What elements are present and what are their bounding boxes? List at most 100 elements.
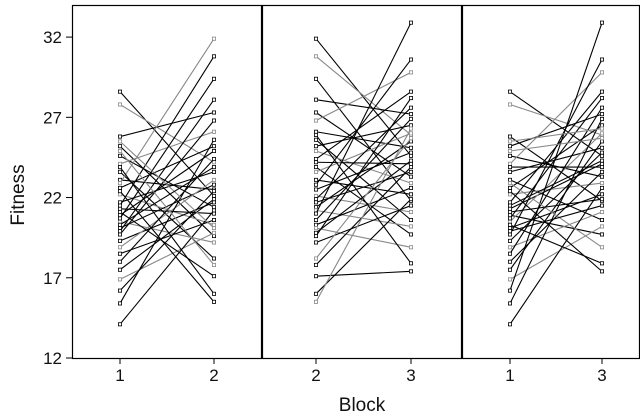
data-point (118, 189, 123, 194)
series-line (509, 182, 603, 248)
data-point (408, 105, 413, 110)
data-point (408, 20, 413, 25)
data-point (211, 118, 216, 123)
series-line (509, 190, 603, 272)
data-point (118, 185, 123, 190)
data-point (118, 238, 123, 243)
data-point (211, 137, 216, 142)
series-line (119, 171, 215, 259)
series-line (315, 195, 412, 213)
x-tick-label: 2 (311, 366, 320, 385)
data-point (408, 158, 413, 163)
series-line (509, 128, 603, 142)
series-line (315, 198, 412, 295)
series-line (315, 91, 412, 160)
data-point (408, 123, 413, 128)
data-point (118, 251, 123, 256)
data-point (313, 226, 318, 231)
data-point (600, 96, 605, 101)
data-point (211, 165, 216, 170)
series-line (119, 111, 215, 138)
data-point (600, 224, 605, 229)
data-point (118, 229, 123, 234)
data-point (211, 205, 216, 210)
data-point (507, 277, 512, 282)
data-point (600, 269, 605, 274)
data-point (118, 89, 123, 94)
data-point (600, 192, 605, 197)
data-point (313, 274, 318, 279)
data-point (211, 129, 216, 134)
data-point (408, 57, 413, 62)
data-point (600, 209, 605, 214)
data-point (313, 97, 318, 102)
data-point (313, 54, 318, 59)
data-point (313, 36, 318, 41)
data-point (211, 189, 216, 194)
data-point (507, 222, 512, 227)
data-point (211, 262, 216, 267)
data-point (600, 158, 605, 163)
series-line (509, 147, 603, 173)
data-point (313, 234, 318, 239)
data-point (507, 245, 512, 250)
series-line (509, 137, 603, 152)
data-point (118, 169, 123, 174)
data-point (118, 153, 123, 158)
data-point (211, 54, 216, 59)
data-point (507, 149, 512, 154)
series-line (119, 145, 215, 237)
data-point (313, 129, 318, 134)
data-point (313, 132, 318, 137)
data-point (408, 269, 413, 274)
series-line (509, 22, 603, 291)
series-line (119, 179, 215, 248)
data-point (408, 185, 413, 190)
data-point (507, 134, 512, 139)
data-point (408, 169, 413, 174)
data-point (600, 126, 605, 131)
x-tick-label: 2 (209, 366, 218, 385)
series-line (315, 140, 412, 208)
data-point (313, 149, 318, 154)
data-point (507, 189, 512, 194)
data-point (507, 288, 512, 293)
data-point (408, 197, 413, 202)
series-line (119, 140, 215, 229)
data-point (118, 232, 123, 237)
series-line (119, 38, 215, 184)
data-point (313, 144, 318, 149)
data-point (118, 216, 123, 221)
series-line (509, 136, 603, 202)
series-line (119, 166, 215, 295)
data-point (313, 76, 318, 81)
series-line (119, 184, 215, 229)
data-point (507, 181, 512, 186)
data-point (211, 193, 216, 198)
data-point (118, 139, 123, 144)
data-point (408, 218, 413, 223)
data-point (507, 301, 512, 306)
series-line (119, 219, 215, 255)
data-point (211, 36, 216, 41)
data-point (408, 165, 413, 170)
data-point (211, 177, 216, 182)
data-point (507, 203, 512, 208)
data-point (600, 145, 605, 150)
series-line (315, 205, 412, 243)
data-point (600, 150, 605, 155)
data-point (211, 240, 216, 245)
data-point (507, 185, 512, 190)
data-point (313, 218, 318, 223)
data-point (600, 116, 605, 121)
data-point (211, 110, 216, 115)
data-point (211, 182, 216, 187)
data-point (118, 277, 123, 282)
data-point (408, 174, 413, 179)
data-point (408, 245, 413, 250)
data-point (211, 160, 216, 165)
series-line (509, 214, 603, 235)
data-point (118, 219, 123, 224)
data-point (211, 149, 216, 154)
data-point (507, 229, 512, 234)
